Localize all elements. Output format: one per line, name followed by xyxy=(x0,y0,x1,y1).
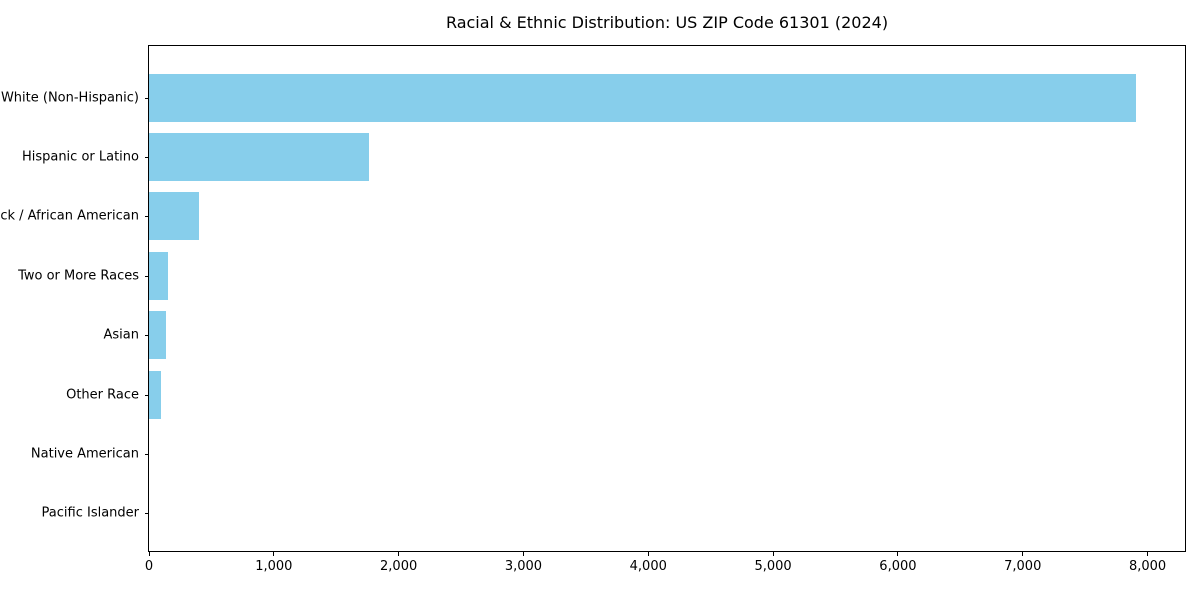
bar-row: Two or More Races xyxy=(18,246,1185,305)
bar xyxy=(149,73,1137,122)
x-tick-label: 4,000 xyxy=(629,559,667,574)
x-tick-mark xyxy=(647,552,649,556)
x-tick-label: 8,000 xyxy=(1128,559,1167,574)
x-tick-label: 2,000 xyxy=(380,559,418,574)
x-tick-mark xyxy=(772,552,774,556)
y-tick-mark xyxy=(145,97,149,99)
category-label: Black / African American xyxy=(0,208,139,224)
y-tick-mark xyxy=(145,157,149,159)
category-label: White (Non-Hispanic) xyxy=(0,90,139,106)
chart-title: Racial & Ethnic Distribution: US ZIP Cod… xyxy=(445,13,889,32)
bar xyxy=(149,370,162,419)
y-tick-mark xyxy=(145,275,149,277)
x-tick-label: 7,000 xyxy=(1004,559,1042,574)
bar-row: Other Race xyxy=(66,365,1185,424)
category-label: Two or More Races xyxy=(18,268,139,284)
bar-row: Hispanic or Latino xyxy=(22,127,1185,186)
x-tick-mark xyxy=(1147,552,1149,556)
y-tick-mark xyxy=(145,335,149,337)
bar xyxy=(149,251,168,300)
bar-row: White (Non-Hispanic) xyxy=(1,68,1185,127)
bar xyxy=(149,192,199,241)
category-label: Other Race xyxy=(66,387,139,403)
bar-row: Pacific Islander xyxy=(42,484,1185,543)
x-tick-mark xyxy=(897,552,899,556)
x-tick-mark xyxy=(148,552,150,556)
y-tick-mark xyxy=(145,394,149,396)
x-tick-label: 1,000 xyxy=(255,559,293,574)
bar-row: Black / African American xyxy=(0,187,1185,246)
bar xyxy=(149,133,369,182)
x-tick-mark xyxy=(273,552,275,556)
bar xyxy=(149,311,166,360)
y-tick-mark xyxy=(145,513,149,515)
x-tick-label: 5,000 xyxy=(754,559,792,574)
category-label: Pacific Islander xyxy=(41,505,139,521)
x-tick-mark xyxy=(398,552,400,556)
category-label: Hispanic or Latino xyxy=(21,149,139,165)
bars-container: White (Non-Hispanic) Hispanic or Latino Bl… xyxy=(0,46,1185,551)
category-label: Native American xyxy=(30,446,139,462)
plot-area: White (Non-Hispanic) Hispanic or Latino Bl… xyxy=(0,45,1186,574)
category-label: Asian xyxy=(103,327,139,343)
bar-row: Native American xyxy=(31,424,1185,483)
y-tick-mark xyxy=(145,453,149,455)
bar-row: Asian xyxy=(104,306,1185,365)
x-tick-label: 3,000 xyxy=(504,559,543,574)
x-tick-label: 6,000 xyxy=(879,559,917,574)
x-tick-mark xyxy=(522,552,524,556)
x-tick-mark xyxy=(1022,552,1024,556)
x-tick-label: 0 xyxy=(144,559,154,574)
y-tick-mark xyxy=(145,216,149,218)
